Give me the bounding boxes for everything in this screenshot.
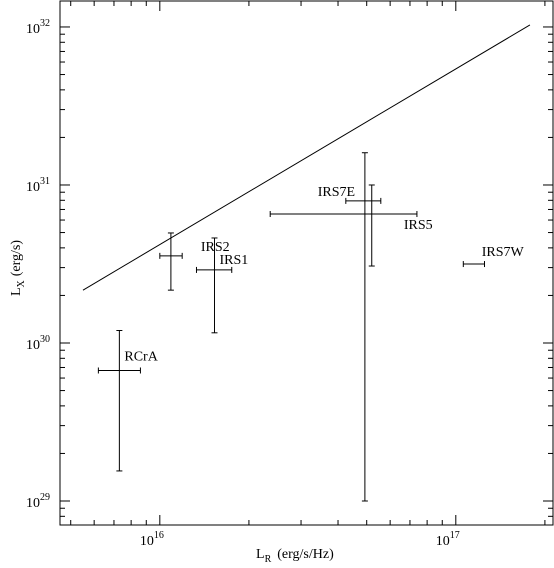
- x-label-sub: R: [265, 554, 272, 565]
- tick-exponent: 30: [40, 334, 50, 345]
- point-label: IRS7E: [318, 185, 355, 200]
- tick-exponent: 32: [40, 18, 50, 29]
- tick-base: 10: [140, 534, 154, 549]
- x-tick-label: 1016: [140, 530, 164, 549]
- y-label-main: L: [9, 287, 24, 296]
- point-label: IRS5: [404, 218, 433, 233]
- point-label: RCrA: [124, 349, 158, 364]
- point-label: IRS2: [201, 240, 230, 255]
- y-axis-label: LX (erg/s): [9, 240, 27, 296]
- plot-frame: [59, 0, 554, 526]
- relation-line: [82, 24, 531, 291]
- tick-base: 10: [26, 22, 40, 37]
- x-tick-label: 1017: [436, 530, 460, 549]
- y-tick-label: 1032: [26, 18, 50, 37]
- y-tick-label: 1030: [26, 334, 50, 353]
- tick-exponent: 31: [40, 176, 50, 187]
- tick-base: 10: [26, 338, 40, 353]
- y-tick-label: 1031: [26, 176, 50, 195]
- point-label: IRS7W: [482, 245, 525, 260]
- y-tick-label: 1029: [26, 492, 50, 511]
- tick-exponent: 17: [450, 530, 460, 541]
- tick-base: 10: [436, 534, 450, 549]
- x-label-main: L: [256, 547, 265, 562]
- tick-base: 10: [26, 180, 40, 195]
- tick-base: 10: [26, 496, 40, 511]
- x-label-unit: (erg/s/Hz): [277, 547, 334, 562]
- point-label: IRS1: [219, 253, 248, 268]
- x-axis-label: LR (erg/s/Hz): [256, 547, 334, 565]
- tick-exponent: 16: [154, 530, 164, 541]
- y-label-sub: X: [16, 279, 27, 287]
- y-label-unit: (erg/s): [9, 240, 24, 277]
- tick-exponent: 29: [40, 492, 50, 503]
